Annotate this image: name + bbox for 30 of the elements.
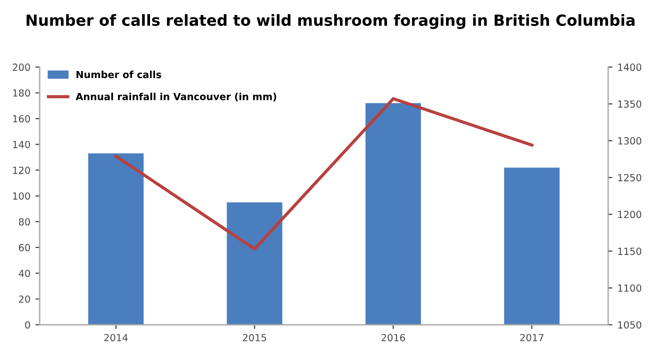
y-tick-label: 0 [25, 321, 30, 329]
bar [88, 153, 144, 325]
y2-tick-label: 1300 [618, 137, 642, 145]
y-tick-label: 200 [12, 64, 30, 71]
legend-label: Number of calls [76, 70, 162, 78]
bar [365, 103, 421, 325]
bar [504, 168, 560, 325]
y-tick-label: 140 [13, 140, 30, 148]
y2-tick-label: 1150 [618, 248, 642, 255]
x-tick-label: 2014 [104, 334, 128, 342]
y2-tick-label: 1400 [618, 64, 642, 71]
y-tick-label: 100 [13, 192, 30, 200]
legend-label: Annual rainfall in Vancouver (in mm) [76, 92, 276, 102]
chart-title: Number of calls related to wild mushroom foraging in British Columbia [26, 14, 635, 30]
bar [226, 202, 282, 325]
y2-tick-label: 1250 [618, 174, 642, 182]
y2-tick-label: 1350 [618, 100, 642, 108]
y-tick-label: 160 [13, 115, 30, 122]
y2-tick-label: 1200 [618, 210, 642, 218]
x-tick-label: 2016 [382, 334, 405, 342]
y-tick-label: 120 [13, 166, 30, 174]
y-tick-label: 180 [13, 89, 30, 97]
x-tick-label: 2015 [242, 334, 266, 342]
y-tick-label: 40 [18, 270, 30, 278]
y-tick-label: 80 [18, 218, 30, 226]
y2-tick-label: 1050 [618, 321, 642, 329]
y-tick-label: 60 [18, 244, 30, 252]
y2-tick-label: 1100 [618, 284, 642, 292]
y-tick-label: 20 [18, 295, 30, 303]
x-tick-label: 2017 [520, 334, 544, 342]
